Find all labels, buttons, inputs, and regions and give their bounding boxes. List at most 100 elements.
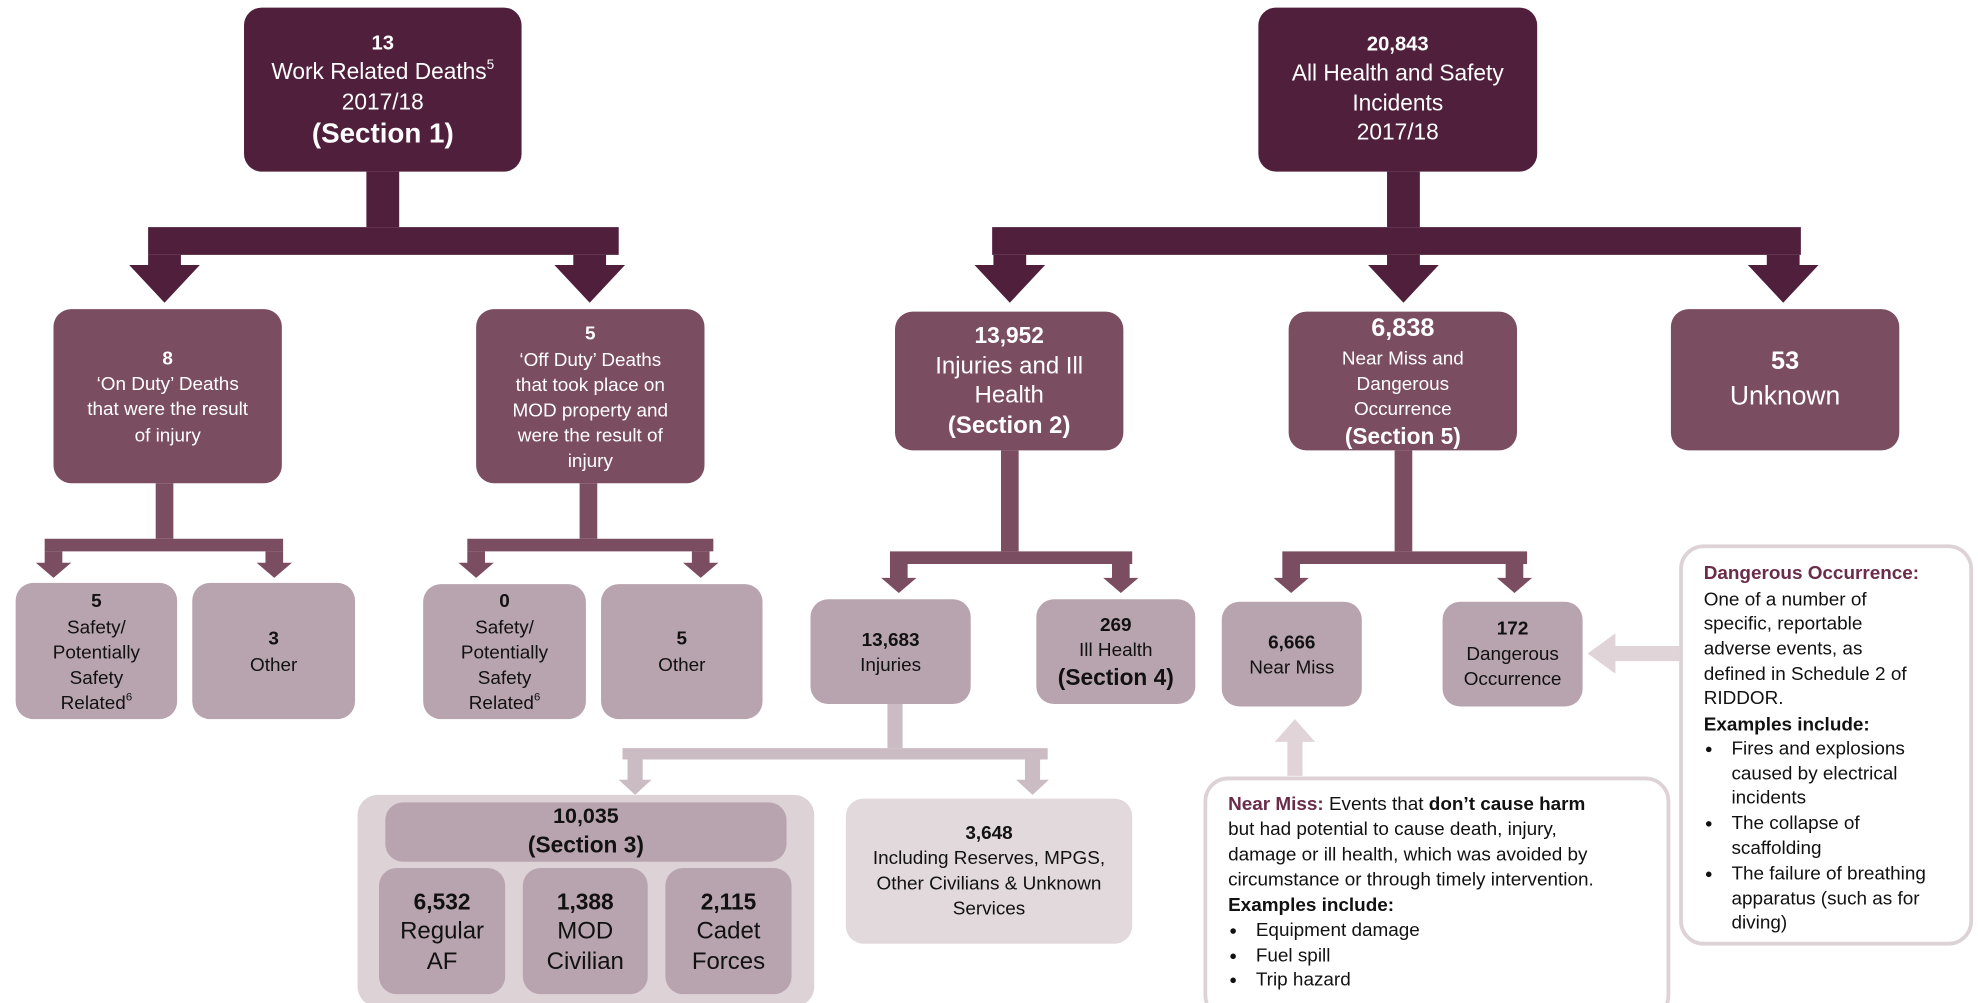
- callout-text: specific, reportable: [1704, 614, 1863, 635]
- node-text: 3,648: [965, 823, 1012, 844]
- bullet: [1705, 821, 1712, 827]
- connector: [366, 171, 400, 228]
- connector: [889, 551, 1133, 564]
- connector: [579, 483, 598, 539]
- callout-text: adverse events, as: [1704, 639, 1863, 660]
- callout-box: [1679, 544, 1974, 946]
- connector: [129, 254, 200, 303]
- callout-text-part: don’t cause harm: [1429, 794, 1586, 815]
- node-text: 3: [268, 629, 279, 650]
- example-item: The collapse of: [1731, 813, 1860, 834]
- example-item: Equipment damage: [1256, 920, 1420, 941]
- callout-text-part: specific, reportable: [1704, 614, 1863, 635]
- callout-text-part: but had potential to cause death, injury…: [1228, 819, 1557, 840]
- node-text-part: Work Related Deaths: [271, 58, 486, 84]
- connector: [1103, 563, 1139, 593]
- callout-title: Dangerous Occurrence:: [1704, 563, 1919, 584]
- node-text: Potentially: [461, 643, 549, 664]
- node-text: Related6: [469, 691, 540, 714]
- connector: [1368, 254, 1439, 303]
- node-text: Near Miss: [1249, 658, 1334, 679]
- connector: [458, 551, 494, 578]
- node-text: 6,838: [1371, 314, 1434, 342]
- node-text: (Section 2): [948, 412, 1071, 439]
- node-text: Ill Health: [1079, 640, 1153, 661]
- example-item: apparatus (such as for: [1731, 889, 1919, 910]
- node-box: [1258, 7, 1538, 172]
- callout-text: One of a number of: [1704, 590, 1868, 611]
- bullet: [1230, 977, 1236, 984]
- connector: [1282, 551, 1528, 564]
- node-text: 13: [372, 32, 394, 54]
- node-box: [1288, 311, 1517, 451]
- node-text: Occurrence: [1354, 399, 1452, 420]
- superscript: 6: [126, 691, 132, 703]
- node-box: [895, 311, 1124, 451]
- node-text: Forces: [692, 948, 765, 975]
- node-text: Dangerous: [1466, 644, 1558, 665]
- node-text: ‘Off Duty’ Deaths: [519, 350, 661, 371]
- node-text: 13,952: [974, 322, 1043, 348]
- node-box: [1221, 601, 1362, 707]
- node-text: 5: [91, 591, 102, 612]
- connector: [1394, 450, 1413, 552]
- node-text-part: Related: [469, 693, 534, 714]
- node-text: (Section 5): [1345, 423, 1461, 449]
- node-text-part: Related: [61, 693, 126, 714]
- node-box: [423, 584, 586, 720]
- connector: [974, 254, 1046, 303]
- callout-text-part: damage or ill health, which was avoided …: [1228, 844, 1588, 865]
- node-box: [192, 582, 356, 720]
- callout-text: damage or ill health, which was avoided …: [1228, 844, 1588, 865]
- callout-text-part: Events that: [1324, 794, 1429, 815]
- connector: [887, 703, 903, 749]
- callout-text-part: RIDDOR.: [1704, 688, 1784, 709]
- example-item: Fires and explosions: [1731, 738, 1904, 759]
- node-box: [378, 868, 506, 995]
- node-box: [385, 802, 787, 862]
- callout-text-part: One of a number of: [1704, 590, 1868, 611]
- node-text: AF: [427, 948, 458, 975]
- node-text: Near Miss and: [1342, 349, 1464, 370]
- connector: [1387, 171, 1420, 228]
- node-box: [601, 584, 763, 720]
- node-box: [244, 7, 522, 172]
- node-text: Injuries and Ill: [935, 352, 1083, 379]
- node-text: 0: [499, 591, 510, 612]
- node-text: ‘On Duty’ Deaths: [97, 374, 239, 395]
- connector: [148, 227, 619, 255]
- connector: [618, 759, 652, 795]
- connector: [622, 748, 1048, 760]
- callout-text: RIDDOR.: [1704, 688, 1784, 709]
- connector: [554, 254, 626, 303]
- connector: [467, 538, 714, 552]
- node-text: 1,388: [557, 888, 614, 914]
- connector: [1496, 563, 1533, 593]
- bullet: [1705, 871, 1712, 878]
- node-text: Unknown: [1730, 380, 1840, 410]
- example-item: incidents: [1731, 788, 1806, 809]
- node-text: Incidents: [1352, 90, 1443, 116]
- callout-text-part: adverse events, as: [1704, 639, 1863, 660]
- node-text: 172: [1497, 619, 1529, 640]
- node-text: 2017/18: [342, 88, 424, 114]
- node-text: 2,115: [701, 888, 757, 914]
- example-item: The failure of breathing: [1731, 863, 1925, 884]
- callout-text: circumstance or through timely intervent…: [1228, 870, 1594, 891]
- node-text: 5: [677, 629, 688, 650]
- connector: [44, 538, 284, 552]
- connector: [1747, 254, 1819, 303]
- node-text: 8: [162, 349, 173, 370]
- callout-text: but had potential to cause death, injury…: [1228, 819, 1557, 840]
- node-text: Safety/: [475, 617, 535, 638]
- node-text: Services: [953, 899, 1025, 920]
- node-box: [845, 798, 1133, 944]
- node-text: Injuries: [860, 655, 921, 676]
- connector: [683, 551, 719, 578]
- node-text: All Health and Safety: [1292, 59, 1505, 85]
- node-text: were the result of: [517, 426, 664, 447]
- node-text: Other Civilians & Unknown: [877, 873, 1102, 894]
- node-text: MOD property and: [513, 400, 669, 421]
